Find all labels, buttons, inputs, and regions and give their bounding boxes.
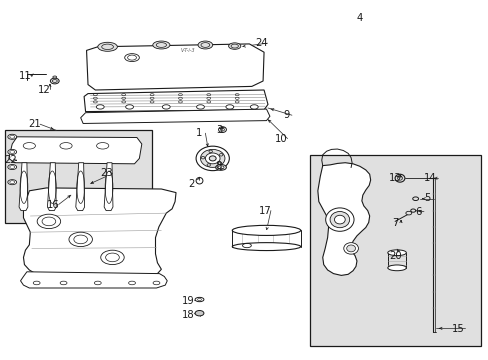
- Ellipse shape: [215, 165, 226, 170]
- Ellipse shape: [124, 54, 139, 62]
- Polygon shape: [76, 163, 84, 211]
- Text: 7: 7: [391, 218, 398, 228]
- Text: 14: 14: [423, 173, 436, 183]
- Ellipse shape: [412, 197, 418, 201]
- Polygon shape: [86, 44, 264, 90]
- Ellipse shape: [8, 149, 17, 154]
- Ellipse shape: [69, 232, 92, 247]
- Text: 10: 10: [275, 134, 287, 144]
- Ellipse shape: [325, 208, 353, 231]
- Ellipse shape: [33, 281, 40, 285]
- Ellipse shape: [162, 105, 170, 109]
- Ellipse shape: [60, 143, 72, 149]
- Ellipse shape: [94, 281, 101, 285]
- Text: 19: 19: [182, 296, 194, 306]
- Ellipse shape: [232, 243, 300, 251]
- Text: 17: 17: [258, 206, 271, 216]
- Ellipse shape: [346, 245, 355, 252]
- Ellipse shape: [196, 146, 229, 171]
- Text: 20: 20: [388, 251, 401, 261]
- Text: 13: 13: [388, 173, 401, 183]
- Text: 12: 12: [38, 85, 50, 95]
- Text: 4: 4: [356, 13, 362, 23]
- Ellipse shape: [195, 310, 203, 316]
- Ellipse shape: [101, 250, 124, 265]
- Text: 6: 6: [414, 207, 421, 217]
- Polygon shape: [81, 109, 269, 123]
- Polygon shape: [47, 163, 56, 211]
- Ellipse shape: [37, 214, 61, 229]
- Polygon shape: [104, 163, 113, 211]
- Ellipse shape: [152, 41, 170, 49]
- Ellipse shape: [196, 177, 203, 184]
- Ellipse shape: [225, 105, 233, 109]
- Polygon shape: [19, 163, 28, 211]
- Ellipse shape: [125, 105, 133, 109]
- Text: 8: 8: [215, 161, 221, 171]
- Ellipse shape: [200, 149, 224, 167]
- Ellipse shape: [96, 105, 104, 109]
- Ellipse shape: [387, 250, 406, 256]
- Ellipse shape: [196, 105, 204, 109]
- Ellipse shape: [153, 281, 160, 285]
- Ellipse shape: [405, 211, 411, 215]
- Ellipse shape: [343, 243, 358, 254]
- Text: 21: 21: [28, 119, 41, 129]
- Text: 2: 2: [188, 179, 195, 189]
- Ellipse shape: [198, 41, 212, 49]
- Ellipse shape: [23, 143, 35, 149]
- Ellipse shape: [218, 127, 226, 132]
- Text: 16: 16: [46, 200, 59, 210]
- Ellipse shape: [98, 42, 117, 51]
- Ellipse shape: [205, 153, 220, 164]
- Ellipse shape: [232, 225, 300, 235]
- Polygon shape: [20, 272, 167, 288]
- Ellipse shape: [128, 281, 135, 285]
- Text: 23: 23: [100, 168, 113, 178]
- Text: 3: 3: [216, 125, 222, 135]
- Ellipse shape: [53, 76, 57, 78]
- Text: V-T-i-3: V-T-i-3: [181, 48, 195, 53]
- Ellipse shape: [228, 43, 240, 49]
- Polygon shape: [9, 137, 142, 164]
- Ellipse shape: [8, 134, 17, 139]
- Text: 24: 24: [255, 38, 267, 48]
- Ellipse shape: [50, 78, 59, 84]
- Bar: [5, 130, 151, 223]
- Ellipse shape: [329, 211, 349, 228]
- Text: 11: 11: [19, 71, 32, 81]
- Ellipse shape: [60, 281, 67, 285]
- Ellipse shape: [96, 143, 108, 149]
- Ellipse shape: [250, 105, 258, 109]
- Ellipse shape: [218, 166, 224, 169]
- Ellipse shape: [8, 180, 17, 185]
- Ellipse shape: [8, 165, 17, 170]
- Bar: [309, 155, 480, 346]
- Polygon shape: [317, 163, 370, 275]
- Text: 5: 5: [424, 193, 430, 203]
- Polygon shape: [84, 90, 267, 112]
- Ellipse shape: [334, 215, 345, 224]
- Ellipse shape: [209, 156, 216, 161]
- Text: 9: 9: [282, 110, 289, 120]
- Text: 15: 15: [451, 324, 464, 334]
- Text: 1: 1: [196, 128, 203, 138]
- Text: 18: 18: [182, 310, 194, 320]
- Text: 22: 22: [4, 155, 17, 165]
- Ellipse shape: [387, 265, 406, 271]
- Polygon shape: [23, 188, 176, 276]
